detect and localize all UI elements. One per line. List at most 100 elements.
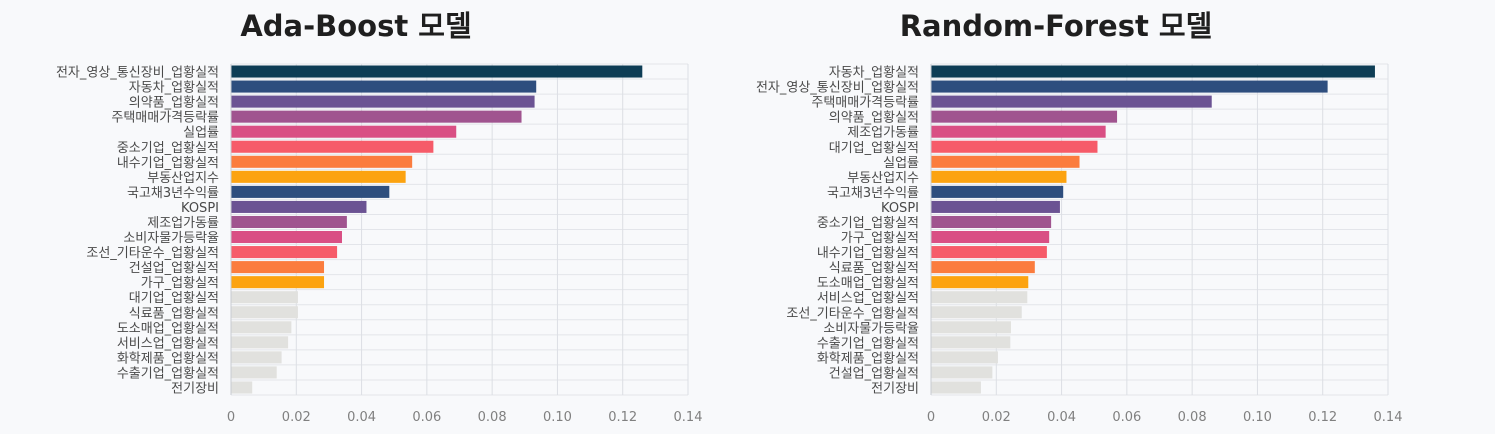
bar: [931, 351, 998, 364]
category-label: 화학제품_업황실적: [117, 351, 219, 366]
x-tick-label: 0.14: [674, 410, 703, 425]
bar: [931, 336, 1011, 349]
category-label: 내수기업_업황실적: [117, 156, 219, 171]
bar: [931, 231, 1050, 244]
category-label: 도소매업_업황실적: [117, 321, 219, 336]
bar: [231, 95, 535, 108]
bar: [231, 200, 367, 213]
bar: [231, 351, 282, 364]
bar: [231, 215, 347, 228]
bar: [931, 291, 1028, 304]
category-label: 자동차_업황실적: [129, 81, 219, 96]
bar: [231, 125, 457, 138]
category-label: 내수기업_업황실적: [817, 246, 919, 261]
category-label: 수출기업_업황실적: [117, 366, 219, 381]
category-label: 조선_기타운수_업황실적: [86, 246, 219, 261]
bar: [231, 336, 289, 349]
category-label: 건설업_업황실적: [129, 261, 219, 276]
bar: [231, 291, 298, 304]
category-label: 수출기업_업황실적: [817, 336, 919, 351]
x-tick-label: 0.04: [1047, 410, 1076, 425]
category-label: 서비스업_업황실적: [117, 336, 219, 351]
category-label: 화학제품_업황실적: [817, 351, 919, 366]
bar: [231, 306, 298, 319]
category-label: 자동차_업황실적: [829, 66, 919, 81]
bar: [231, 381, 253, 394]
x-tick-label: 0: [927, 410, 935, 425]
bar: [231, 276, 325, 289]
category-label: 전자_영상_통신장비_업황실적: [56, 66, 219, 81]
category-label: 국고채3년수익률: [827, 186, 919, 201]
x-tick-label: 0.10: [1243, 410, 1272, 425]
category-label: 가구_업황실적: [141, 276, 219, 291]
bar: [231, 65, 643, 78]
bar: [231, 155, 413, 168]
category-label: 가구_업황실적: [841, 231, 919, 246]
bar: [231, 261, 325, 274]
bar: [931, 125, 1106, 138]
bar: [931, 80, 1328, 93]
category-label: 서비스업_업황실적: [817, 291, 919, 306]
x-tick-label: 0.14: [1374, 410, 1403, 425]
x-tick-label: 0.12: [608, 410, 637, 425]
category-label: 주택매매가격등락률: [111, 111, 219, 126]
category-label: 조선_기타운수_업황실적: [786, 306, 919, 321]
bar: [231, 246, 338, 259]
bar: [931, 170, 1067, 183]
bar: [931, 276, 1029, 289]
category-label: KOSPI: [881, 201, 919, 216]
category-label: 식료품_업황실적: [129, 306, 219, 321]
x-tick-label: 0.08: [1178, 410, 1207, 425]
category-label: 실업률: [883, 156, 919, 171]
bar: [231, 185, 390, 198]
bar: [931, 155, 1080, 168]
bar: [931, 95, 1212, 108]
category-label: 부동산업지수: [847, 171, 919, 186]
bar: [231, 321, 292, 334]
category-label: 소비자물가등락율: [823, 321, 919, 336]
bar: [231, 366, 277, 379]
category-label: 전자_영상_통신장비_업황실적: [756, 81, 919, 96]
category-label: 의약품_업황실적: [129, 96, 219, 111]
chart-panel-1: Ada-Boost 모델전자_영상_통신장비_업황실적자동차_업황실적의약품_업…: [56, 9, 703, 425]
chart-title: Ada-Boost 모델: [240, 9, 471, 43]
bar: [931, 261, 1035, 274]
bar: [931, 140, 1098, 153]
category-label: 전기장비: [871, 381, 919, 396]
bar: [931, 366, 993, 379]
category-label: 부동산업지수: [147, 171, 219, 186]
x-tick-label: 0.06: [1112, 410, 1141, 425]
category-label: 전기장비: [171, 381, 219, 396]
category-label: 주택매매가격등락률: [811, 96, 919, 111]
bar: [931, 215, 1052, 228]
x-tick-label: 0: [227, 410, 235, 425]
bar: [931, 200, 1060, 213]
x-tick-label: 0.04: [347, 410, 376, 425]
bar: [231, 110, 522, 123]
bar: [931, 65, 1375, 78]
bar: [931, 246, 1047, 259]
category-label: 건설업_업황실적: [829, 366, 919, 381]
category-label: 중소기업_업황실적: [117, 141, 219, 156]
category-label: 식료품_업황실적: [829, 261, 919, 276]
x-tick-label: 0.08: [478, 410, 507, 425]
category-label: 의약품_업황실적: [829, 111, 919, 126]
category-label: 국고채3년수익률: [127, 186, 219, 201]
category-label: KOSPI: [181, 201, 219, 216]
x-tick-label: 0.02: [982, 410, 1011, 425]
category-label: 중소기업_업황실적: [817, 216, 919, 231]
bar: [931, 306, 1022, 319]
category-label: 소비자물가등락율: [123, 231, 219, 246]
x-tick-label: 0.06: [412, 410, 441, 425]
bar: [231, 140, 434, 153]
bar: [931, 110, 1118, 123]
bar: [231, 80, 537, 93]
x-tick-label: 0.02: [282, 410, 311, 425]
category-label: 대기업_업황실적: [129, 291, 219, 306]
bar: [931, 381, 981, 394]
category-label: 대기업_업황실적: [829, 141, 919, 156]
category-label: 제조업가동률: [847, 126, 919, 141]
chart-title: Random-Forest 모델: [900, 9, 1213, 43]
chart-panel-2: Random-Forest 모델자동차_업황실적전자_영상_통신장비_업황실적주…: [756, 9, 1403, 425]
